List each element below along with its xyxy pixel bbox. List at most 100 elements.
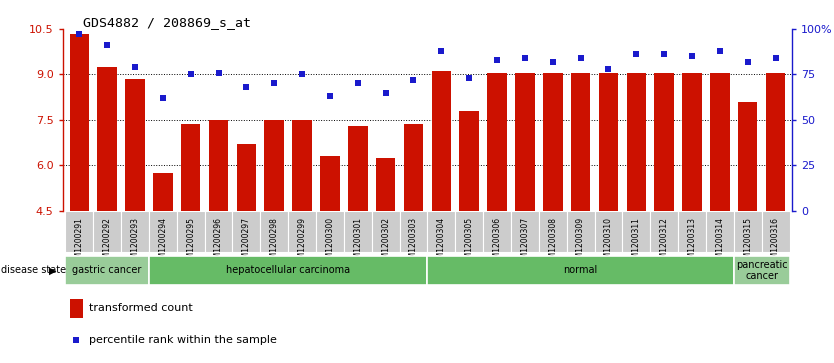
Point <box>574 55 587 61</box>
Bar <box>69 34 89 211</box>
Text: GSM1200310: GSM1200310 <box>604 217 613 268</box>
Point <box>128 64 142 70</box>
Bar <box>734 211 761 252</box>
Bar <box>427 211 455 252</box>
Point <box>324 93 337 99</box>
Point <box>657 52 671 57</box>
Bar <box>427 256 734 285</box>
Bar <box>404 125 423 211</box>
Bar <box>651 211 678 252</box>
Text: percentile rank within the sample: percentile rank within the sample <box>88 335 277 345</box>
Bar <box>566 211 595 252</box>
Bar <box>761 211 790 252</box>
Bar <box>181 125 200 211</box>
Text: GSM1200298: GSM1200298 <box>269 217 279 268</box>
Bar <box>149 256 427 285</box>
Bar <box>738 102 757 211</box>
Bar <box>125 79 145 211</box>
Bar <box>372 211 399 252</box>
Point <box>518 55 531 61</box>
Bar <box>344 211 372 252</box>
Point <box>268 81 281 86</box>
Text: GSM1200296: GSM1200296 <box>214 217 223 268</box>
Bar <box>260 211 289 252</box>
Text: normal: normal <box>564 265 598 276</box>
Text: GSM1200314: GSM1200314 <box>716 217 725 268</box>
Bar <box>543 73 562 211</box>
Text: pancreatic
cancer: pancreatic cancer <box>736 260 787 281</box>
Bar <box>65 256 149 285</box>
Text: GSM1200292: GSM1200292 <box>103 217 112 268</box>
Point <box>769 55 782 61</box>
Text: GSM1200308: GSM1200308 <box>548 217 557 268</box>
Point <box>407 77 420 83</box>
Point <box>741 59 755 65</box>
Bar <box>515 73 535 211</box>
Text: gastric cancer: gastric cancer <box>73 265 142 276</box>
Text: GSM1200299: GSM1200299 <box>298 217 307 268</box>
Text: GSM1200300: GSM1200300 <box>325 217 334 268</box>
Point <box>156 95 169 101</box>
Bar <box>237 144 256 211</box>
Bar <box>539 211 566 252</box>
Bar <box>233 211 260 252</box>
Text: GSM1200312: GSM1200312 <box>660 217 669 268</box>
Text: GSM1200306: GSM1200306 <box>493 217 501 268</box>
Bar <box>177 211 204 252</box>
Text: GSM1200293: GSM1200293 <box>130 217 139 268</box>
Text: GSM1200311: GSM1200311 <box>632 217 641 268</box>
Bar <box>682 73 701 211</box>
Bar <box>455 211 483 252</box>
Bar <box>93 211 121 252</box>
Bar <box>399 211 427 252</box>
Point <box>713 48 726 54</box>
Bar <box>320 156 339 211</box>
Text: GSM1200304: GSM1200304 <box>437 217 446 268</box>
Point <box>70 337 83 343</box>
Point <box>686 53 699 59</box>
Point <box>490 57 504 63</box>
Bar <box>432 72 451 211</box>
Point <box>463 75 476 81</box>
Bar <box>153 173 173 211</box>
Bar <box>678 211 706 252</box>
Text: GSM1200297: GSM1200297 <box>242 217 251 268</box>
Bar <box>734 256 790 285</box>
Bar <box>289 211 316 252</box>
Point <box>351 81 364 86</box>
Text: GSM1200291: GSM1200291 <box>75 217 83 268</box>
Point <box>239 84 253 90</box>
Bar <box>511 211 539 252</box>
Bar <box>483 211 511 252</box>
Text: GDS4882 / 208869_s_at: GDS4882 / 208869_s_at <box>83 16 251 29</box>
Point <box>100 42 113 48</box>
Point <box>602 66 615 72</box>
Bar <box>293 120 312 211</box>
Text: GSM1200294: GSM1200294 <box>158 217 168 268</box>
Point <box>630 52 643 57</box>
Text: ▶: ▶ <box>49 265 57 276</box>
Text: GSM1200309: GSM1200309 <box>576 217 585 268</box>
Point <box>295 72 309 77</box>
Bar <box>766 73 786 211</box>
Bar <box>264 120 284 211</box>
Text: GSM1200313: GSM1200313 <box>687 217 696 268</box>
Bar <box>65 211 93 252</box>
Bar <box>70 299 83 318</box>
Bar <box>121 211 149 252</box>
Point <box>435 48 448 54</box>
Point <box>212 70 225 76</box>
Text: GSM1200302: GSM1200302 <box>381 217 390 268</box>
Text: GSM1200307: GSM1200307 <box>520 217 530 268</box>
Point <box>184 72 198 77</box>
Bar <box>316 211 344 252</box>
Bar <box>460 111 479 211</box>
Bar <box>487 73 507 211</box>
Bar <box>208 120 229 211</box>
Bar <box>622 211 651 252</box>
Bar <box>599 73 618 211</box>
Text: GSM1200303: GSM1200303 <box>409 217 418 268</box>
Bar <box>204 211 233 252</box>
Bar <box>376 158 395 211</box>
Text: GSM1200295: GSM1200295 <box>186 217 195 268</box>
